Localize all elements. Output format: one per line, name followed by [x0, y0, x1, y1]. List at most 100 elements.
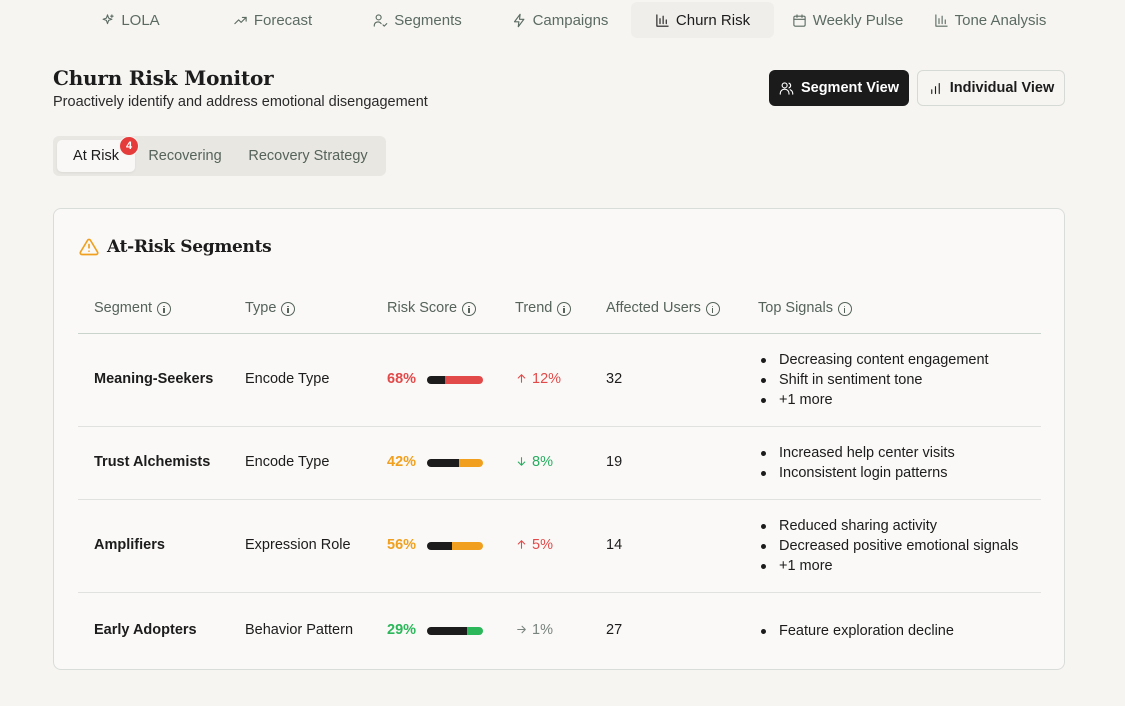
- column-header-label: Trend: [515, 299, 553, 316]
- trend-value: 8%: [515, 454, 553, 470]
- nav-label: Segments: [394, 11, 462, 29]
- risk-score-value: 68%: [387, 370, 417, 387]
- trend-flat-arrow-icon: [517, 625, 526, 634]
- nav-label: Tone Analysis: [954, 11, 1047, 29]
- affected-users-count: 27: [606, 621, 623, 638]
- trend-value: 5%: [515, 537, 553, 553]
- top-signals-list: Decreasing content engagement Shift in se…: [759, 350, 989, 410]
- at-risk-count-badge: 4: [119, 136, 139, 156]
- at-risk-segments-card: At-Risk Segments Segment Type Risk Score…: [53, 208, 1065, 670]
- segment-type: Encode Type: [245, 370, 330, 387]
- column-header-label: Risk Score: [387, 299, 458, 316]
- segment-name: Meaning-Seekers: [94, 370, 214, 387]
- user-check-icon: [373, 13, 388, 27]
- info-icon[interactable]: [705, 302, 720, 316]
- more-signals-link[interactable]: +1 more: [759, 390, 989, 410]
- page-subtitle: Proactively identify and address emotion…: [53, 94, 428, 110]
- risk-bar-remainder: [427, 458, 460, 467]
- calendar-icon: [793, 13, 806, 27]
- segment-view-label: Segment View: [800, 80, 900, 96]
- column-header-label: Affected Users: [606, 299, 701, 316]
- risk-bar-fill: [459, 458, 483, 467]
- nav-item-weekly-pulse[interactable]: Weekly Pulse: [785, 2, 910, 38]
- segment-name: Trust Alchemists: [94, 453, 211, 470]
- column-header-type[interactable]: Type: [245, 299, 296, 316]
- column-header-label: Type: [245, 299, 277, 316]
- signal-item: Increased help center visits: [759, 443, 955, 463]
- nav-label: Forecast: [253, 11, 313, 29]
- column-header-trend[interactable]: Trend: [515, 299, 572, 316]
- trend-value: 1%: [515, 622, 553, 638]
- segment-type: Expression Role: [245, 536, 351, 553]
- signal-item: Decreased positive emotional signals: [759, 536, 1018, 556]
- more-signals-link[interactable]: +1 more: [759, 556, 1018, 576]
- trend-value: 12%: [515, 371, 561, 387]
- column-header-affected-users[interactable]: Affected Users: [606, 299, 720, 316]
- signal-item: Inconsistent login patterns: [759, 463, 955, 483]
- nav-label: Campaigns: [532, 11, 609, 29]
- info-icon[interactable]: [462, 302, 477, 316]
- signal-item: Feature exploration decline: [759, 621, 954, 641]
- risk-bar-fill: [444, 375, 483, 384]
- warning-icon: [79, 238, 99, 256]
- row-divider: [78, 592, 1041, 593]
- nav-label: Churn Risk: [675, 11, 751, 29]
- affected-users-count: 14: [606, 536, 623, 553]
- risk-bar-remainder: [427, 626, 467, 635]
- risk-bar-fill: [451, 541, 483, 550]
- tab-label: Recovering: [148, 148, 222, 164]
- nav-item-forecast[interactable]: Forecast: [220, 2, 325, 38]
- segment-view-button[interactable]: Segment View: [769, 70, 909, 106]
- bar-chart-icon: [934, 13, 948, 27]
- risk-score-bar: [427, 458, 483, 467]
- trend-label: 1%: [532, 621, 553, 638]
- info-icon[interactable]: [557, 302, 572, 316]
- tab-label: At Risk: [73, 148, 119, 164]
- nav-item-churn-risk[interactable]: Churn Risk: [631, 2, 774, 38]
- individual-view-label: Individual View: [949, 80, 1055, 96]
- lightning-icon: [513, 13, 524, 27]
- trend-up-arrow-icon: [517, 374, 526, 383]
- risk-score-value: 42%: [387, 453, 417, 470]
- top-signals-list: Increased help center visits Inconsistent…: [759, 443, 955, 483]
- nav-item-campaigns[interactable]: Campaigns: [500, 2, 620, 38]
- risk-score-bar: [427, 541, 483, 550]
- individual-view-button[interactable]: Individual View: [917, 70, 1065, 106]
- affected-users-count: 19: [606, 453, 623, 470]
- trend-down-arrow-icon: [517, 457, 526, 466]
- nav-item-segments[interactable]: Segments: [360, 2, 475, 38]
- signal-item: Shift in sentiment tone: [759, 370, 989, 390]
- signal-item: Decreasing content engagement: [759, 350, 989, 370]
- users-icon: [779, 81, 794, 95]
- segment-type: Behavior Pattern: [245, 621, 354, 638]
- segment-name: Amplifiers: [94, 536, 165, 553]
- risk-score-value: 56%: [387, 536, 417, 553]
- card-title: At-Risk Segments: [107, 237, 272, 257]
- tab-recovering[interactable]: Recovering: [137, 140, 233, 172]
- column-header-label: Top Signals: [758, 299, 833, 316]
- column-header-segment[interactable]: Segment: [94, 299, 172, 316]
- top-signals-list: Feature exploration decline: [759, 621, 954, 641]
- column-header-risk-score[interactable]: Risk Score: [387, 299, 477, 316]
- trend-label: 12%: [532, 370, 562, 387]
- nav-item-tone-analysis[interactable]: Tone Analysis: [925, 2, 1055, 38]
- column-header-top-signals[interactable]: Top Signals: [758, 299, 852, 316]
- bar-chart-icon: [930, 82, 940, 94]
- segment-type: Encode Type: [245, 453, 330, 470]
- risk-score-value: 29%: [387, 621, 417, 638]
- risk-bar-remainder: [427, 541, 452, 550]
- affected-users-count: 32: [606, 370, 623, 387]
- trend-label: 5%: [532, 536, 553, 553]
- trend-up-arrow-icon: [517, 540, 526, 549]
- tab-recovery-strategy[interactable]: Recovery Strategy: [236, 140, 380, 172]
- info-icon[interactable]: [157, 302, 172, 316]
- trending-up-icon: [234, 16, 247, 24]
- info-icon[interactable]: [281, 302, 296, 316]
- top-signals-list: Reduced sharing activity Decreased positi…: [759, 516, 1018, 576]
- nav-item-lola[interactable]: LOLA: [85, 2, 175, 38]
- risk-score-bar: [427, 375, 483, 384]
- segment-name: Early Adopters: [94, 621, 197, 638]
- info-icon[interactable]: [837, 302, 852, 316]
- tab-bar: At Risk Recovering Recovery Strategy: [53, 136, 386, 176]
- nav-label: LOLA: [121, 11, 160, 29]
